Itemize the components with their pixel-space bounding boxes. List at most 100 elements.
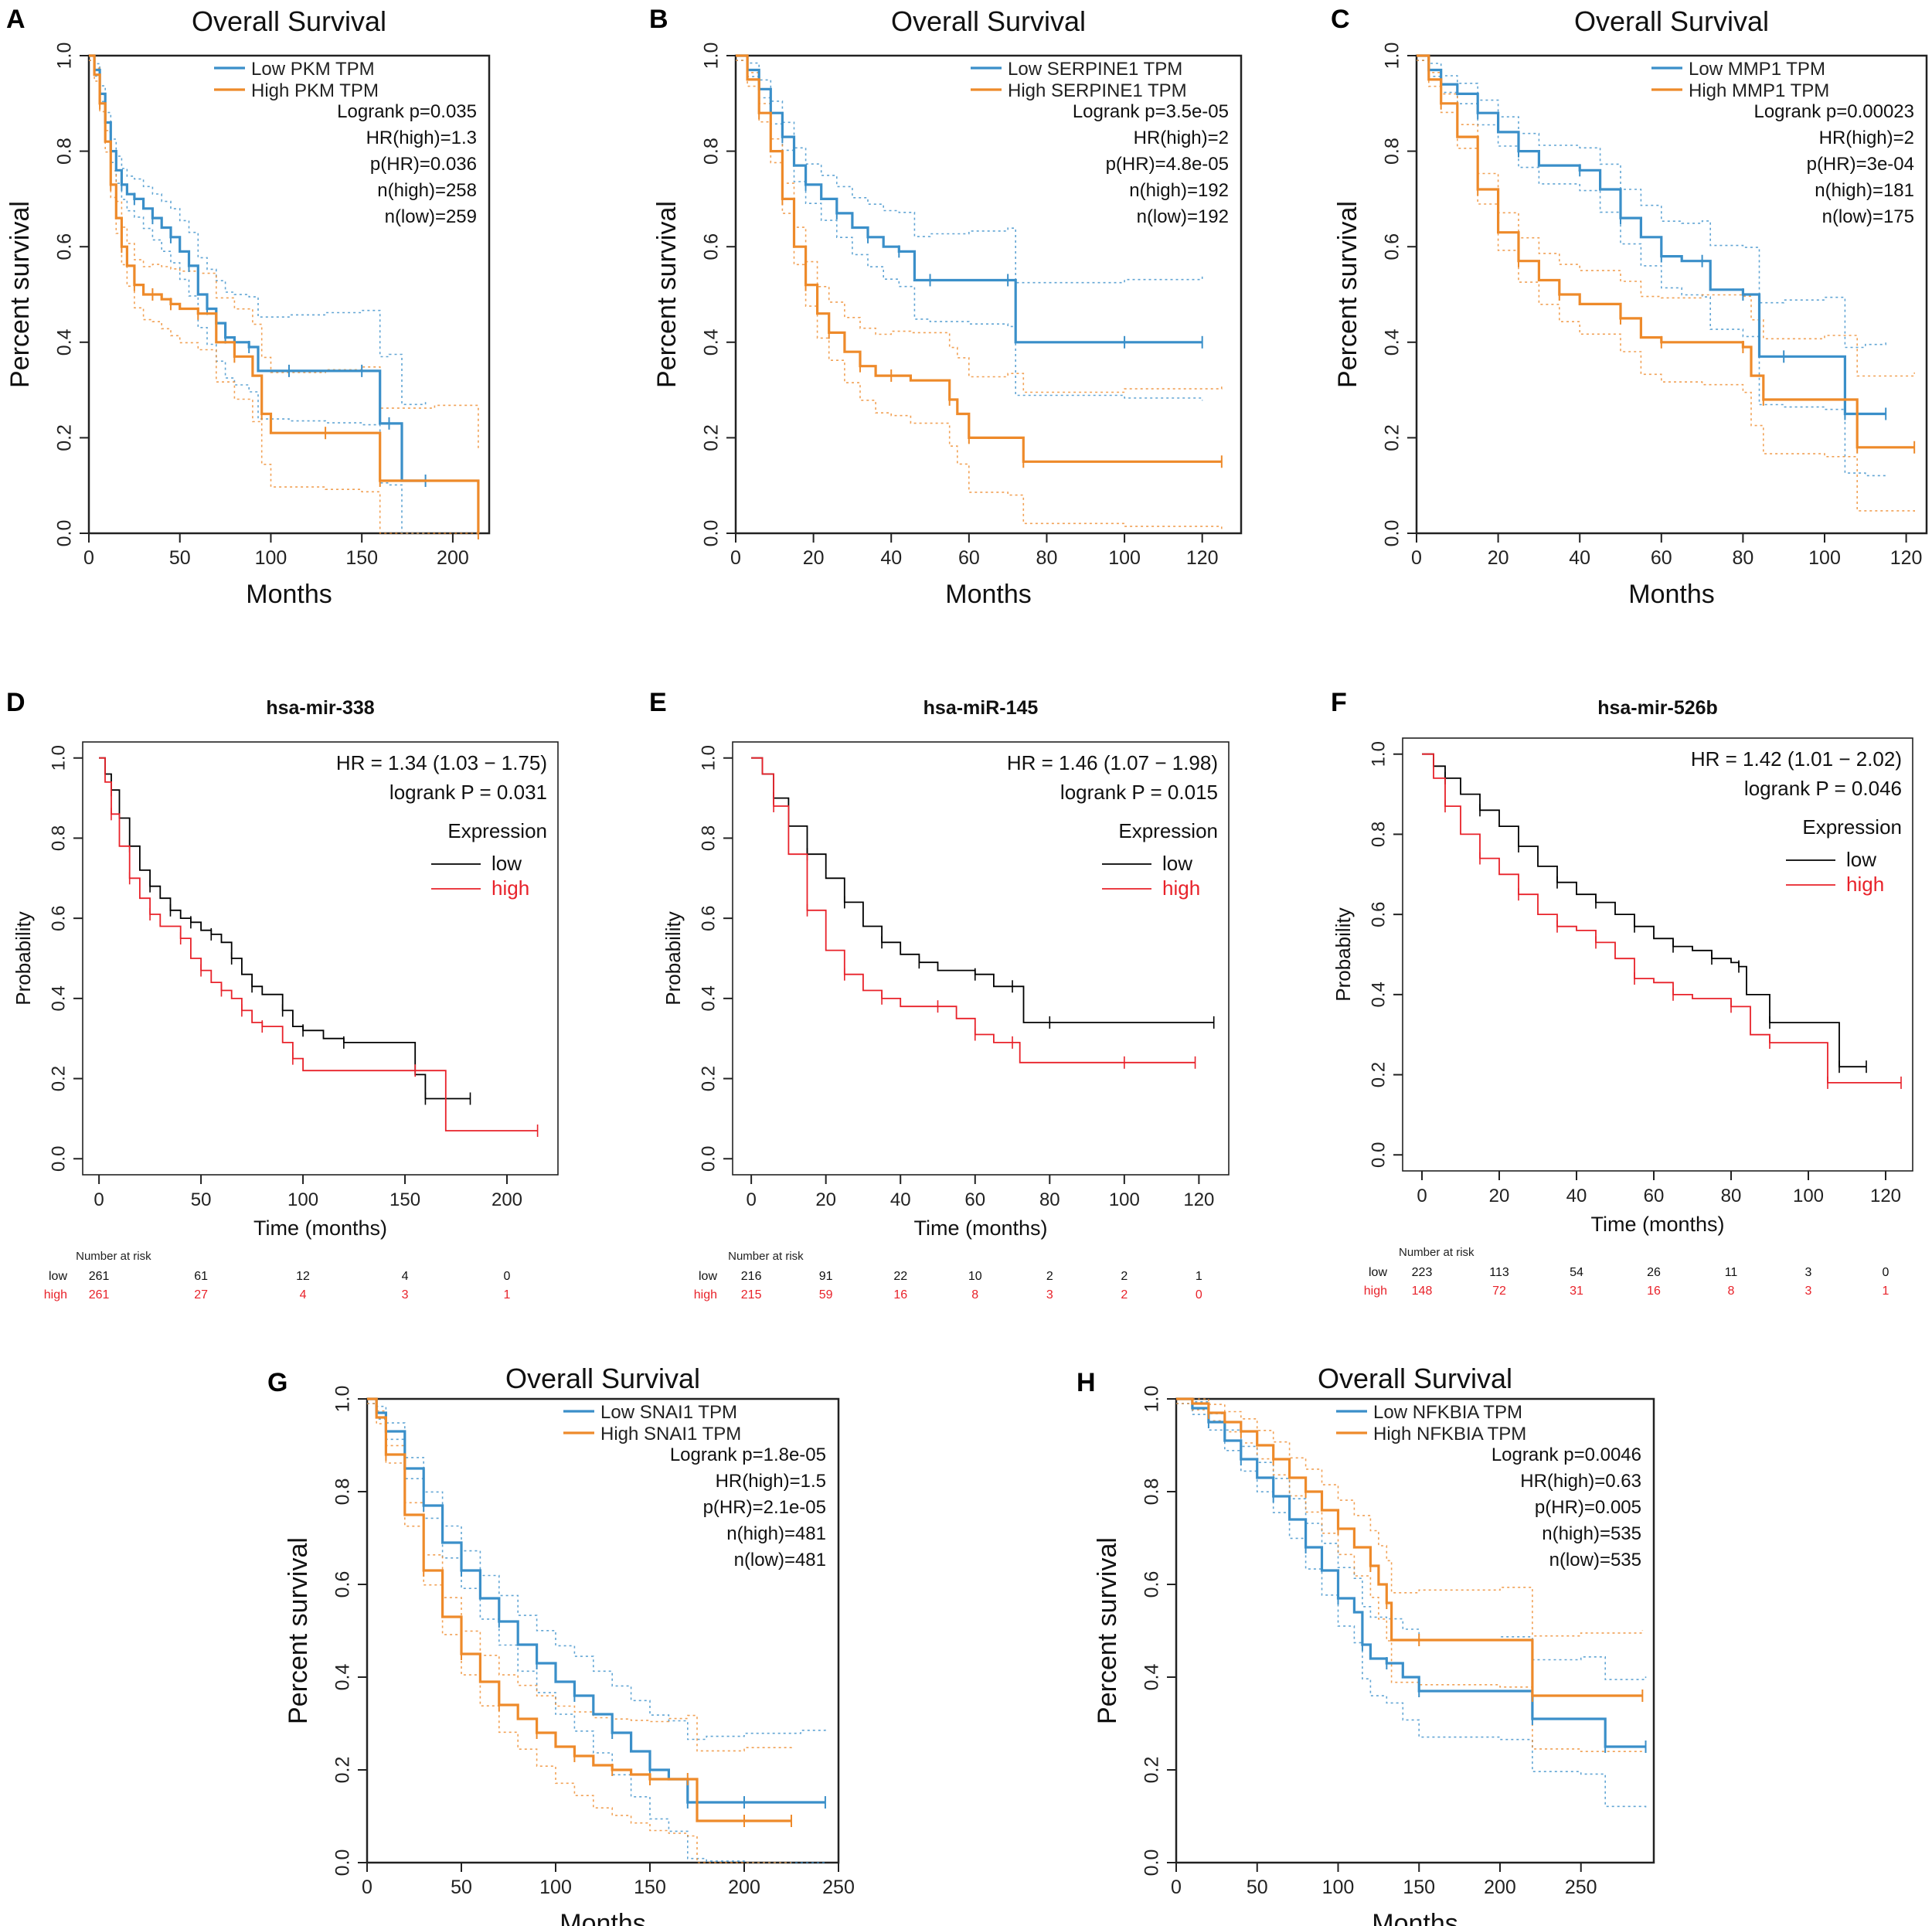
stat-text: Logrank p=3.5e-05 [1073, 101, 1229, 122]
y-tick-label: 0.6 [1368, 901, 1389, 927]
x-tick-label: 0 [1411, 547, 1422, 569]
legend-label-high: high [492, 876, 529, 900]
x-tick-label: 0 [94, 1189, 104, 1210]
y-tick-label: 0.6 [54, 233, 76, 260]
risk-value-high: 31 [1570, 1285, 1583, 1298]
legend-label-low: Low SNAI1 TPM [600, 1402, 737, 1423]
x-tick-label: 20 [803, 547, 825, 569]
x-tick-label: 100 [539, 1877, 572, 1898]
x-tick-label: 60 [958, 547, 980, 569]
x-tick-label: 150 [389, 1189, 420, 1210]
y-tick-label: 0.0 [332, 1849, 354, 1877]
risk-row-label-high: high [1364, 1285, 1387, 1298]
stat-text: n(high)=535 [1542, 1523, 1641, 1544]
risk-value-low: 113 [1489, 1266, 1509, 1279]
risk-value-low: 216 [741, 1270, 762, 1283]
chart-title: Overall Survival [1574, 5, 1769, 37]
x-tick-label: 20 [1488, 547, 1509, 569]
x-tick-label: 50 [191, 1189, 212, 1210]
y-tick-label: 1.0 [701, 43, 723, 70]
panel-letter: D [6, 688, 26, 717]
risk-value-low: 26 [1647, 1266, 1661, 1279]
x-tick-label: 100 [1808, 547, 1841, 569]
plot-frame [87, 54, 491, 535]
x-axis-label: Months [945, 580, 1032, 609]
panel-letter: H [1077, 1368, 1096, 1397]
x-tick-label: 200 [437, 547, 469, 569]
stat-text: logrank P = 0.015 [1060, 781, 1218, 804]
x-tick-label: 250 [822, 1877, 855, 1898]
chart-title: Overall Survival [192, 5, 386, 37]
ci-lower-high [1176, 1403, 1644, 1754]
x-tick-label: 50 [451, 1877, 472, 1898]
legend-label-high: High MMP1 TPM [1689, 80, 1829, 101]
plot-frame [1415, 54, 1928, 535]
x-tick-label: 80 [1732, 547, 1753, 569]
legend-label-high: High SNAI1 TPM [600, 1424, 741, 1444]
x-tick-label: 120 [1186, 547, 1219, 569]
risk-value-high: 2 [1121, 1288, 1128, 1302]
x-tick-label: 80 [1039, 1189, 1060, 1210]
legend-label-low: low [492, 852, 522, 875]
y-tick-label: 0.4 [1141, 1664, 1163, 1691]
risk-row-label-high: high [694, 1288, 717, 1302]
survival-curve-high [1176, 1397, 1643, 1697]
legend-title: Expression [1802, 815, 1902, 839]
risk-value-high: 3 [402, 1288, 409, 1302]
risk-value-low: 4 [402, 1270, 409, 1283]
y-tick-label: 0.6 [48, 905, 69, 931]
panel-h: H Overall Survival 0.0 0.2 0.4 0.6 0.8 1.0 0 50 10… [1077, 1363, 1655, 1926]
y-tick-label: 0.8 [1382, 138, 1403, 165]
survival-curve-low [89, 54, 426, 482]
y-tick-label: 0.8 [54, 138, 76, 165]
panel-letter: E [649, 688, 667, 717]
stat-text: HR = 1.42 (1.01 − 2.02) [1691, 747, 1902, 771]
x-tick-label: 0 [83, 547, 94, 569]
x-tick-label: 150 [345, 547, 378, 569]
y-tick-label: 0.6 [332, 1571, 354, 1598]
x-axis-label: Time (months) [1590, 1213, 1724, 1236]
risk-value-high: 16 [1647, 1285, 1661, 1298]
y-tick-label: 0.4 [1382, 328, 1403, 356]
y-tick-label: 0.8 [698, 825, 719, 851]
chart-title: Overall Survival [505, 1363, 700, 1394]
plot-frame [366, 1397, 840, 1864]
x-tick-label: 40 [880, 547, 902, 569]
risk-value-low: 223 [1412, 1266, 1433, 1279]
stat-text: p(HR)=3e-04 [1807, 154, 1914, 175]
risk-value-high: 27 [194, 1288, 208, 1302]
x-tick-label: 200 [492, 1189, 522, 1210]
risk-value-high: 1 [504, 1288, 511, 1302]
x-tick-label: 120 [1870, 1186, 1901, 1206]
panel-letter: G [267, 1368, 287, 1397]
stat-text: n(low)=481 [734, 1550, 826, 1570]
plot-frame [1402, 737, 1913, 1172]
stat-text: HR(high)=1.5 [716, 1471, 826, 1492]
y-tick-label: 1.0 [54, 43, 76, 70]
panel-letter: A [6, 5, 26, 34]
legend-label-low: Low SERPINE1 TPM [1008, 59, 1182, 80]
x-tick-label: 60 [1651, 547, 1672, 569]
risk-value-low: 261 [89, 1270, 110, 1283]
x-axis-label: Time (months) [913, 1217, 1047, 1240]
ci-lower-high [367, 1403, 791, 1863]
risk-value-high: 261 [89, 1288, 110, 1302]
x-tick-label: 120 [1890, 547, 1923, 569]
x-tick-label: 50 [1247, 1877, 1268, 1898]
y-tick-label: 0.2 [332, 1757, 354, 1784]
y-tick-label: 0.6 [1382, 233, 1403, 260]
plot-frame [82, 741, 559, 1176]
risk-value-low: 2 [1046, 1270, 1053, 1283]
stat-text: n(high)=181 [1815, 180, 1914, 201]
y-tick-label: 0.6 [701, 233, 723, 260]
ci-upper-high [1417, 55, 1915, 377]
y-tick-label: 0.2 [698, 1066, 719, 1091]
y-tick-label: 0.0 [698, 1146, 719, 1172]
risk-value-high: 3 [1046, 1288, 1053, 1302]
legend-label-low: low [1162, 852, 1192, 875]
y-tick-label: 0.8 [48, 825, 69, 851]
chart-title: hsa-miR-145 [923, 697, 1039, 719]
legend-title: Expression [447, 819, 547, 842]
panel-letter: C [1331, 5, 1350, 34]
